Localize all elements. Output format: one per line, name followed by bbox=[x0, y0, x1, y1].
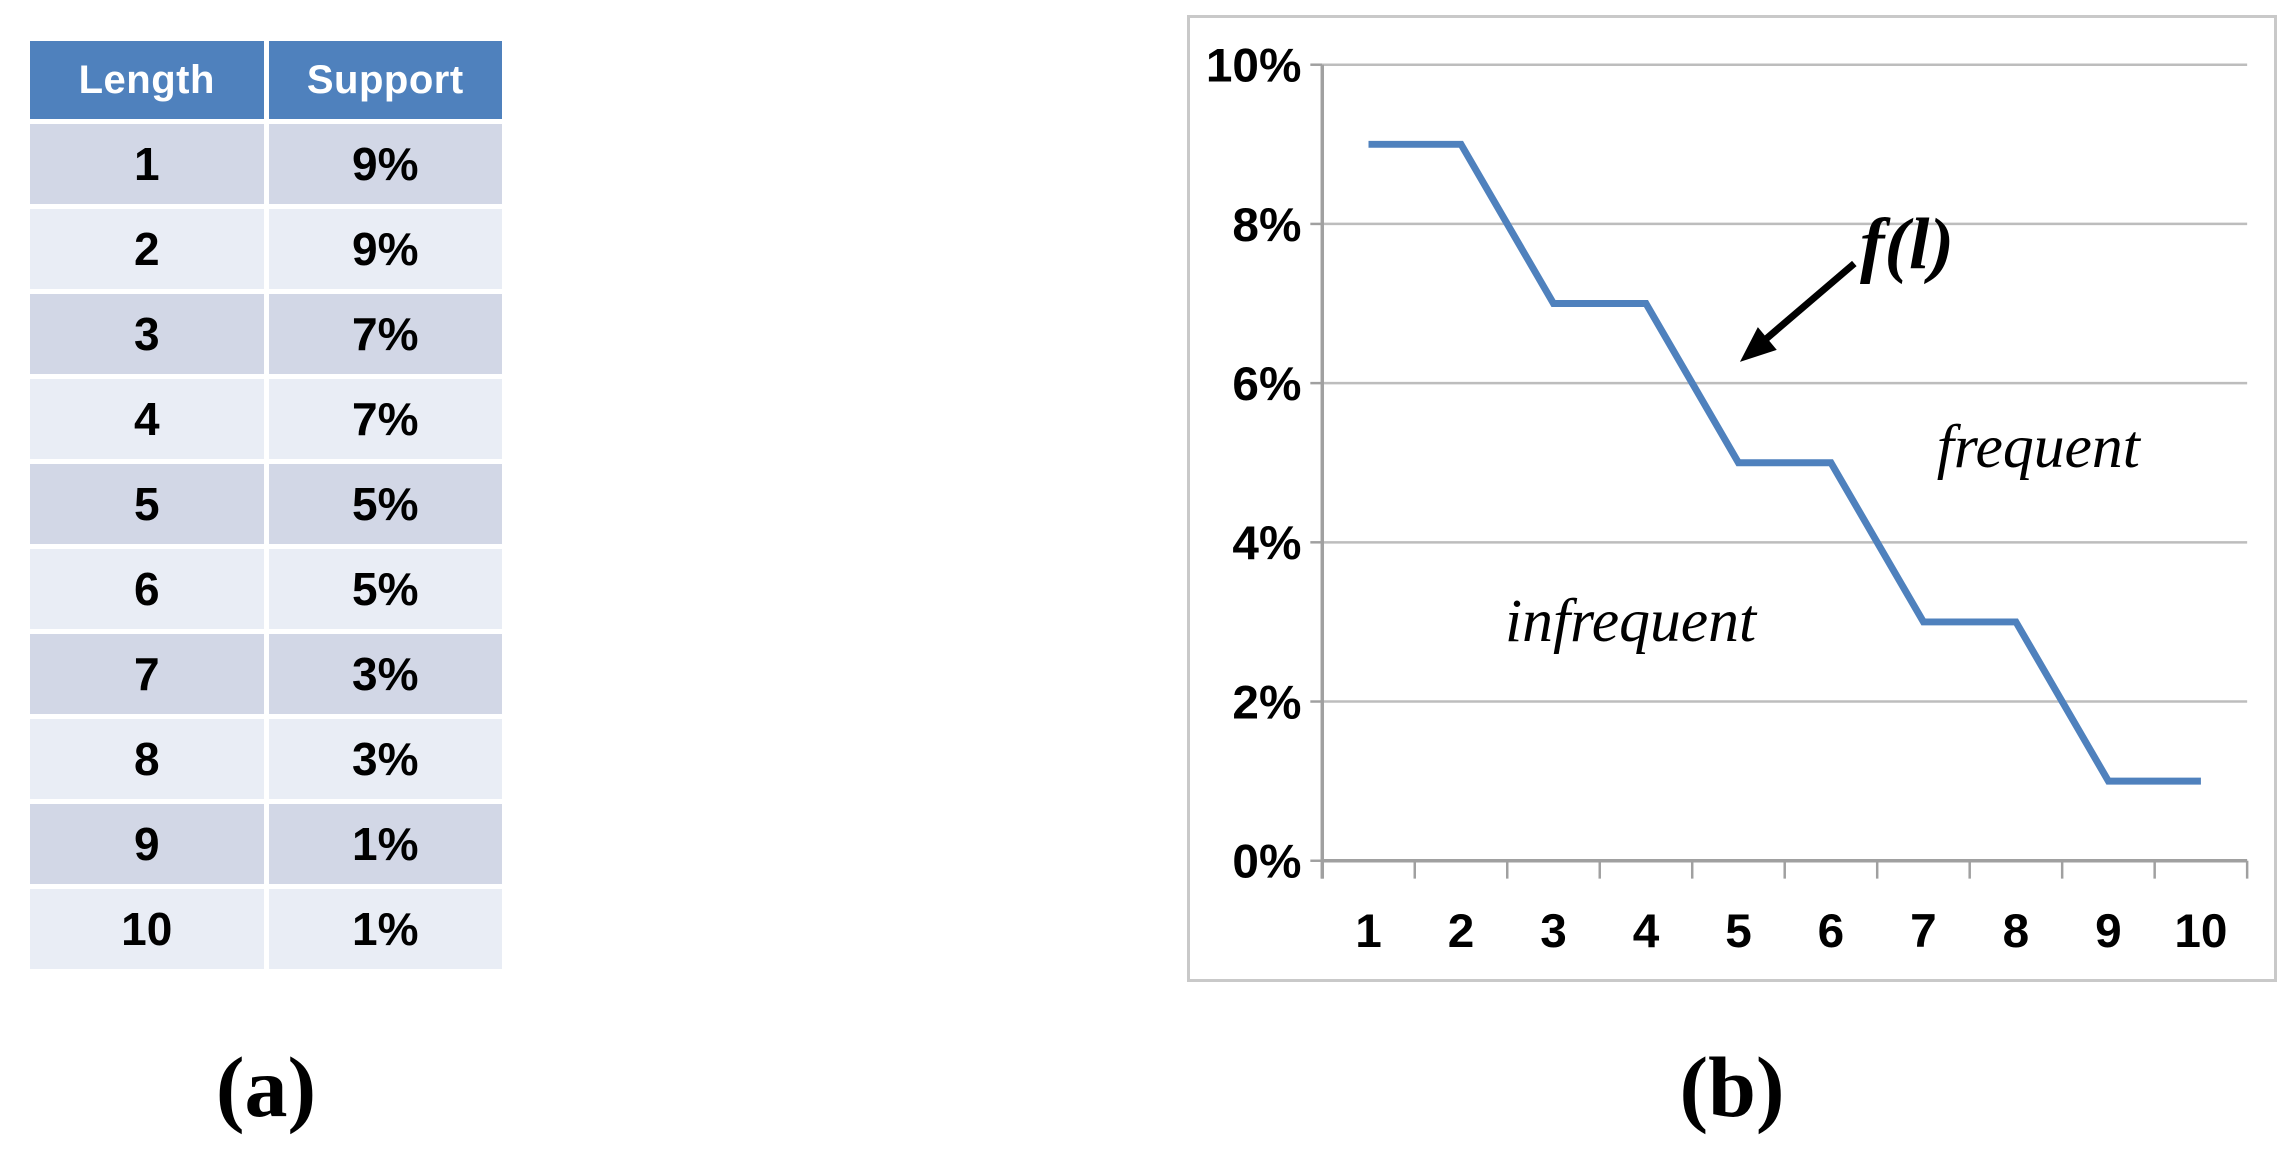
x-axis-tick-label: 10 bbox=[2174, 905, 2227, 958]
table-row: 7 3% bbox=[30, 634, 502, 714]
length-cell: 6 bbox=[30, 549, 264, 629]
x-axis-tick-label: 3 bbox=[1540, 905, 1567, 958]
support-cell: 9% bbox=[268, 124, 502, 204]
x-axis-tick-label: 2 bbox=[1448, 905, 1475, 958]
length-cell: 8 bbox=[30, 719, 264, 799]
x-axis-tick-label: 8 bbox=[2003, 905, 2030, 958]
support-line bbox=[1368, 140, 2201, 785]
length-cell: 7 bbox=[30, 634, 264, 714]
support-cell: 9% bbox=[268, 209, 502, 289]
table-row: 9 1% bbox=[30, 804, 502, 884]
support-cell: 1% bbox=[268, 804, 502, 884]
table-row: 1 9% bbox=[30, 124, 502, 204]
table-row: 8 3% bbox=[30, 719, 502, 799]
support-cell: 7% bbox=[268, 294, 502, 374]
x-axis-tick-label: 9 bbox=[2095, 905, 2122, 958]
y-axis-tick-label: 8% bbox=[1232, 199, 1301, 252]
caption-b: (b) bbox=[1679, 1039, 1785, 1135]
infrequent-label: infrequent bbox=[1505, 587, 1758, 655]
length-cell: 10 bbox=[30, 889, 264, 969]
length-cell: 3 bbox=[30, 294, 264, 374]
x-axis-labels: 1 2 3 4 5 6 7 8 9 10 bbox=[1355, 905, 2227, 958]
fl-label: f(l) bbox=[1860, 202, 1954, 284]
y-axis-tick-label: 0% bbox=[1232, 836, 1301, 889]
support-cell: 3% bbox=[268, 634, 502, 714]
support-cell: 7% bbox=[268, 379, 502, 459]
support-cell: 1% bbox=[268, 889, 502, 969]
col-header-length: Length bbox=[30, 41, 264, 119]
frequent-label: frequent bbox=[1937, 413, 2142, 481]
col-header-support: Support bbox=[268, 41, 502, 119]
support-cell: 5% bbox=[268, 549, 502, 629]
annotation-arrow-head bbox=[1739, 327, 1777, 362]
table-row: 3 7% bbox=[30, 294, 502, 374]
length-cell: 4 bbox=[30, 379, 264, 459]
y-axis-tick-label: 4% bbox=[1232, 517, 1301, 570]
support-cell: 3% bbox=[268, 719, 502, 799]
table-body: 1 9% 2 9% 3 7% 4 7% 5 5% 6 5% 7 3% 8 3% 9 1% 10 1% bbox=[30, 124, 502, 969]
x-axis-tick-label: 1 bbox=[1355, 905, 1382, 958]
y-axis-ticks bbox=[1310, 63, 1323, 862]
gridlines bbox=[1322, 63, 2248, 863]
support-table: Length Support 1 9% 2 9% 3 7% 4 7% 5 5% 6 5% 7 3% 8 3% 9… bbox=[25, 36, 507, 974]
length-cell: 9 bbox=[30, 804, 264, 884]
x-axis-tick-label: 7 bbox=[1910, 905, 1937, 958]
annotation-arrow-shaft bbox=[1762, 260, 1857, 343]
x-axis-tick-label: 6 bbox=[1818, 905, 1845, 958]
y-axis-tick-label: 10% bbox=[1206, 40, 1302, 93]
fl-annotation: f(l) bbox=[1739, 202, 1954, 362]
length-cell: 2 bbox=[30, 209, 264, 289]
support-cell: 5% bbox=[268, 464, 502, 544]
chart-box: 10% 8% 6% 4% 2% 0% 1 2 3 4 5 6 7 8 9 10 f(l) frequent … bbox=[1187, 15, 2277, 982]
table-row: 6 5% bbox=[30, 549, 502, 629]
length-cell: 1 bbox=[30, 124, 264, 204]
length-cell: 5 bbox=[30, 464, 264, 544]
x-axis-ticks bbox=[1321, 860, 2249, 879]
x-axis-tick-label: 5 bbox=[1725, 905, 1752, 958]
caption-a: (a) bbox=[215, 1039, 317, 1135]
line-chart: 10%8%6%4%2%0% 1 2 3 4 5 6 7 8 9 10 f(l) frequent … bbox=[1206, 40, 2249, 958]
x-axis-tick-label: 4 bbox=[1633, 905, 1660, 958]
y-axis-tick-label: 6% bbox=[1232, 358, 1301, 411]
y-axis-tick-label: 2% bbox=[1232, 676, 1301, 729]
table-row: 4 7% bbox=[30, 379, 502, 459]
table-header-row: Length Support bbox=[30, 41, 502, 119]
y-axis-labels: 10% 8% 6% 4% 2% 0% bbox=[1206, 40, 1302, 889]
table-row: 10 1% bbox=[30, 889, 502, 969]
table-row: 5 5% bbox=[30, 464, 502, 544]
table-row: 2 9% bbox=[30, 209, 502, 289]
